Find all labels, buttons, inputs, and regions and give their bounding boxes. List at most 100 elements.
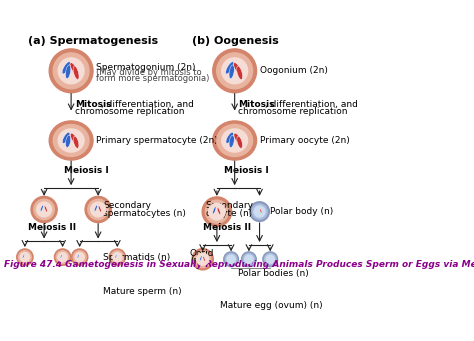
Ellipse shape <box>217 207 220 214</box>
Ellipse shape <box>213 207 216 214</box>
Circle shape <box>34 199 55 220</box>
Ellipse shape <box>226 132 233 143</box>
Circle shape <box>209 203 225 220</box>
Text: (b) Oogenesis: (b) Oogenesis <box>192 36 279 46</box>
Text: (n): (n) <box>190 256 202 265</box>
Circle shape <box>109 249 126 265</box>
Circle shape <box>197 253 209 265</box>
Ellipse shape <box>198 300 201 308</box>
Ellipse shape <box>60 254 62 258</box>
Ellipse shape <box>94 205 97 211</box>
Circle shape <box>73 251 86 264</box>
Ellipse shape <box>45 206 47 212</box>
Ellipse shape <box>234 133 241 144</box>
Text: Meiosis II: Meiosis II <box>28 223 77 232</box>
Ellipse shape <box>213 49 256 93</box>
Circle shape <box>227 255 235 263</box>
Circle shape <box>192 249 213 270</box>
Text: Secondary: Secondary <box>206 202 254 210</box>
Circle shape <box>17 249 33 265</box>
Circle shape <box>56 251 69 264</box>
Ellipse shape <box>62 62 70 74</box>
Circle shape <box>263 252 278 267</box>
Text: Mitosis: Mitosis <box>238 100 275 109</box>
Text: oocyte (n): oocyte (n) <box>206 209 252 218</box>
Ellipse shape <box>61 282 64 287</box>
Ellipse shape <box>234 63 242 75</box>
Ellipse shape <box>65 65 71 79</box>
Text: chromosome replication: chromosome replication <box>238 107 348 116</box>
Ellipse shape <box>203 301 207 309</box>
Ellipse shape <box>99 206 101 212</box>
Circle shape <box>194 251 211 268</box>
Circle shape <box>72 249 88 265</box>
Ellipse shape <box>53 53 89 89</box>
Ellipse shape <box>222 129 247 152</box>
Circle shape <box>36 202 52 217</box>
Text: Spermatogonium (2n): Spermatogonium (2n) <box>96 63 195 72</box>
Text: Primary spermatocyte (2n): Primary spermatocyte (2n) <box>96 136 218 145</box>
Text: Meiosis I: Meiosis I <box>64 166 109 175</box>
Ellipse shape <box>237 136 243 148</box>
Circle shape <box>88 199 109 220</box>
Ellipse shape <box>49 49 93 93</box>
Ellipse shape <box>229 65 234 79</box>
Text: Oogonium (2n): Oogonium (2n) <box>260 66 328 75</box>
Circle shape <box>264 253 276 265</box>
Circle shape <box>18 251 31 264</box>
Circle shape <box>75 252 84 262</box>
Ellipse shape <box>203 256 205 262</box>
Text: Secondary: Secondary <box>103 202 151 210</box>
Circle shape <box>225 253 237 265</box>
Ellipse shape <box>226 62 234 74</box>
Ellipse shape <box>63 132 70 143</box>
Circle shape <box>242 252 256 267</box>
Circle shape <box>252 204 267 219</box>
Circle shape <box>224 252 238 267</box>
Ellipse shape <box>115 254 117 258</box>
Text: Primary oocyte (2n): Primary oocyte (2n) <box>260 136 349 145</box>
Ellipse shape <box>24 282 27 287</box>
Text: Mature sperm (n): Mature sperm (n) <box>103 287 182 296</box>
Circle shape <box>243 253 255 265</box>
Text: , differentiation, and: , differentiation, and <box>264 100 357 109</box>
Ellipse shape <box>70 63 78 75</box>
Circle shape <box>266 255 274 263</box>
Circle shape <box>245 255 253 263</box>
Text: Polar body (n): Polar body (n) <box>270 207 334 216</box>
Circle shape <box>85 196 111 223</box>
Text: spermatocytes (n): spermatocytes (n) <box>103 209 186 218</box>
Text: Polar bodies (n): Polar bodies (n) <box>238 269 309 278</box>
Ellipse shape <box>213 121 256 160</box>
Ellipse shape <box>77 254 79 258</box>
Circle shape <box>91 202 106 217</box>
Circle shape <box>111 251 124 264</box>
Ellipse shape <box>229 135 234 148</box>
Circle shape <box>113 252 122 262</box>
Ellipse shape <box>49 121 93 160</box>
Circle shape <box>202 197 232 226</box>
Circle shape <box>20 252 29 262</box>
Text: Mature egg (ovum) (n): Mature egg (ovum) (n) <box>220 301 323 310</box>
Circle shape <box>55 249 71 265</box>
Text: form more spermatogonia): form more spermatogonia) <box>96 74 210 83</box>
Text: (May divide by mitosis to: (May divide by mitosis to <box>96 69 201 77</box>
Text: , differentiation, and: , differentiation, and <box>101 100 194 109</box>
Circle shape <box>190 293 216 318</box>
Circle shape <box>31 196 57 223</box>
Text: Ootid: Ootid <box>190 249 214 258</box>
Text: chromosome replication: chromosome replication <box>75 107 184 116</box>
Ellipse shape <box>65 135 71 148</box>
Circle shape <box>186 289 219 322</box>
Ellipse shape <box>217 124 253 157</box>
Text: (a) Spermatogenesis: (a) Spermatogenesis <box>28 36 159 46</box>
Text: Meiosis I: Meiosis I <box>224 166 269 175</box>
Ellipse shape <box>73 136 79 148</box>
Circle shape <box>254 206 265 217</box>
Ellipse shape <box>53 124 89 157</box>
Ellipse shape <box>40 205 43 211</box>
Ellipse shape <box>237 66 243 79</box>
Ellipse shape <box>200 256 202 261</box>
Ellipse shape <box>116 282 119 287</box>
Circle shape <box>58 252 67 262</box>
